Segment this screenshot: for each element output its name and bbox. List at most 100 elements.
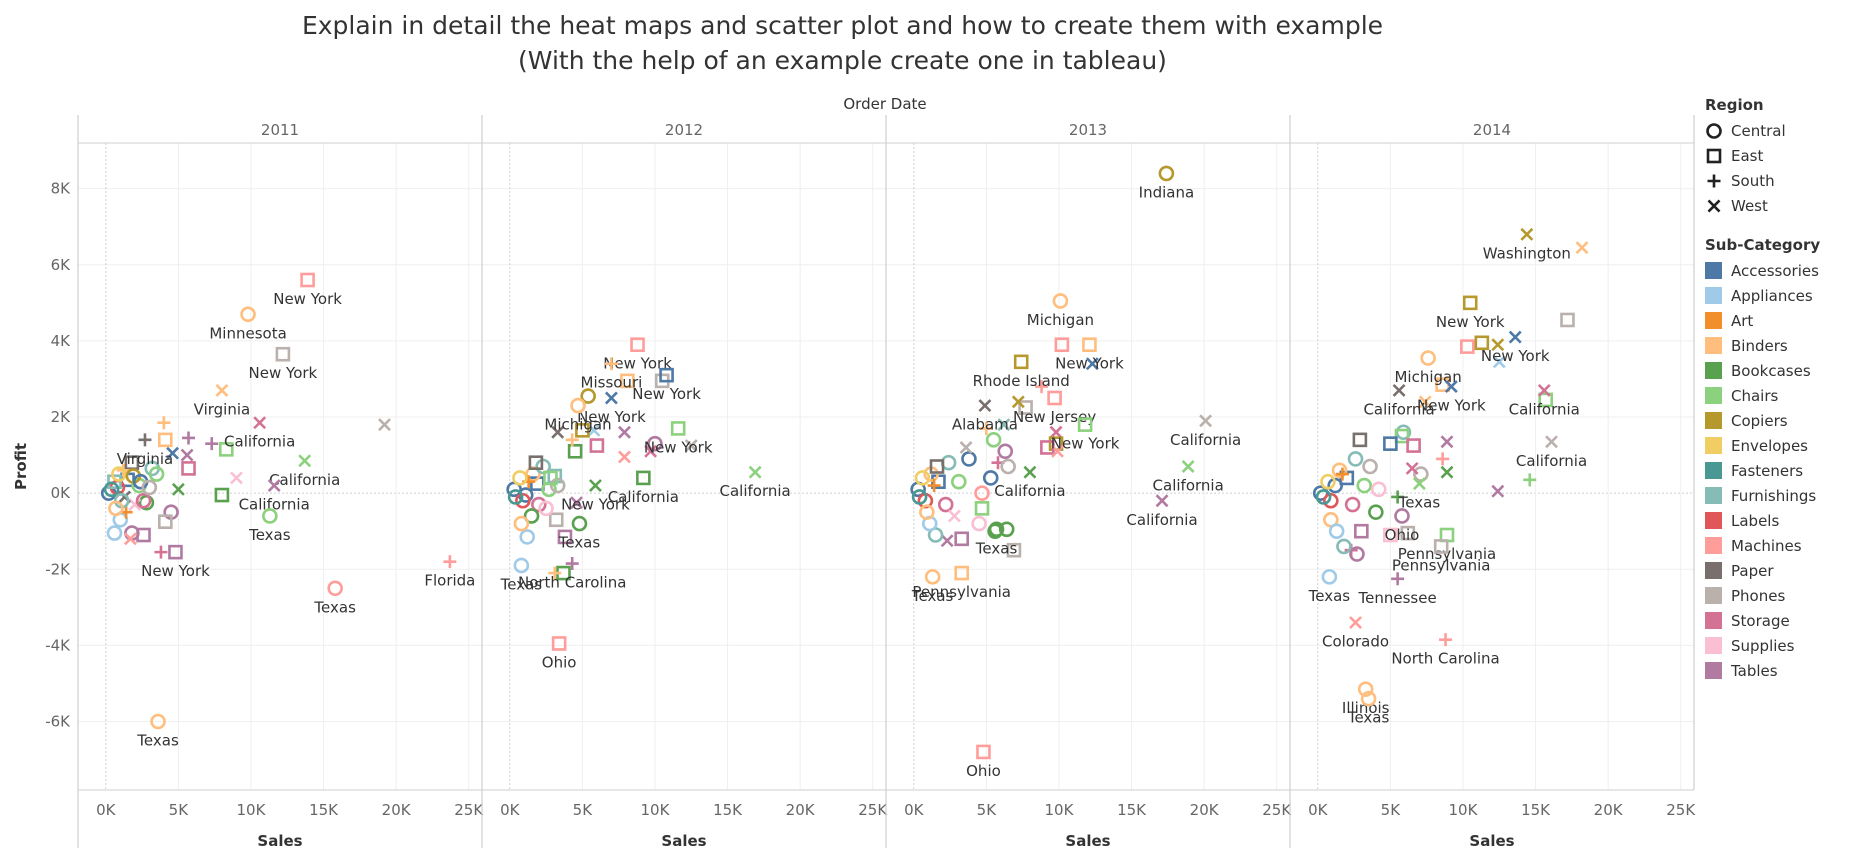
data-point-labeled	[1433, 539, 1449, 554]
legend-subcategory-item[interactable]: Bookcases	[1705, 358, 1854, 383]
legend-subcategory-item[interactable]: Art	[1705, 308, 1854, 333]
data-point-labeled	[978, 399, 992, 413]
point-label: Ohio	[1385, 526, 1420, 544]
point-label: New York	[603, 355, 672, 373]
legend-subcategory-item[interactable]: Storage	[1705, 608, 1854, 633]
data-point-labeled	[588, 479, 602, 492]
data-point-labeled	[1360, 690, 1377, 707]
point-label: Alabama	[952, 416, 1018, 434]
x-tick-label: 0K	[1308, 801, 1329, 819]
data-point	[1418, 395, 1432, 409]
legend-subcategory-item[interactable]: Paper	[1705, 558, 1854, 583]
data-point	[1391, 490, 1405, 504]
data-point	[961, 451, 977, 467]
legend-subcategory-item[interactable]: Appliances	[1705, 283, 1854, 308]
legend-subcategory-item[interactable]: Accessories	[1705, 258, 1854, 283]
legend-subcategory-item[interactable]: Copiers	[1705, 408, 1854, 433]
legend-subcategory-item[interactable]: Binders	[1705, 333, 1854, 358]
point-label: Michigan	[1394, 368, 1461, 386]
color-swatch	[1705, 462, 1722, 479]
data-point	[940, 534, 954, 548]
color-swatch	[1705, 562, 1722, 579]
data-point	[1354, 523, 1369, 539]
color-swatch	[1705, 362, 1722, 379]
data-point-labeled	[1508, 330, 1522, 344]
data-point-labeled	[1575, 241, 1589, 255]
plus-icon	[1707, 174, 1721, 187]
data-point-labeled	[551, 636, 567, 651]
data-point	[647, 435, 663, 452]
x-tick-label: 10K	[1044, 801, 1074, 819]
x-tick-label: 0K	[500, 801, 521, 819]
data-point	[1356, 477, 1373, 494]
data-point	[543, 470, 558, 486]
legend-subcategory-item[interactable]: Fasteners	[1705, 458, 1854, 483]
data-point-labeled	[150, 713, 166, 730]
data-point	[950, 473, 967, 490]
data-point-labeled	[1013, 354, 1029, 370]
legend-subcategory-label: Fasteners	[1731, 461, 1804, 480]
data-point	[547, 468, 563, 484]
point-label: California	[239, 496, 310, 514]
data-point	[538, 500, 554, 517]
data-point-labeled	[1199, 414, 1213, 428]
data-point	[919, 504, 935, 520]
data-point-labeled	[670, 421, 686, 436]
legend-subcategory-item[interactable]: Chairs	[1705, 383, 1854, 408]
point-label: New York	[561, 496, 630, 514]
legend-subcategory-item[interactable]: Supplies	[1705, 633, 1854, 658]
data-point	[1336, 538, 1352, 555]
legend-subcategory-item[interactable]: Machines	[1705, 533, 1854, 558]
legend-region-item[interactable]: West	[1705, 193, 1854, 218]
data-point-labeled	[1082, 337, 1097, 353]
panel-header-year: 2014	[1473, 121, 1511, 139]
legend-subcategory-item[interactable]: Envelopes	[1705, 433, 1854, 458]
color-swatch	[1705, 387, 1722, 404]
legend-subcategory-item[interactable]: Labels	[1705, 508, 1854, 533]
data-point-labeled	[1462, 295, 1478, 311]
point-label: Texas	[248, 526, 291, 544]
legend-region-item[interactable]: East	[1705, 143, 1854, 168]
data-point	[1440, 435, 1454, 449]
data-point	[954, 531, 969, 547]
y-tick-label: -4K	[45, 636, 71, 654]
data-point	[937, 496, 954, 513]
point-label: New York	[249, 364, 318, 382]
point-label: Illinois	[1342, 699, 1390, 717]
data-point-labeled	[748, 465, 762, 479]
point-label: Virginia	[117, 450, 174, 468]
column-header-label: Order Date	[843, 95, 926, 113]
data-point	[570, 496, 584, 510]
legend-subcategory-item[interactable]: Phones	[1705, 583, 1854, 608]
legend-region-label: Central	[1731, 121, 1786, 140]
square-icon	[1706, 148, 1722, 163]
color-swatch	[1705, 637, 1722, 654]
data-point-labeled	[1560, 312, 1575, 328]
legend-subcategory-item[interactable]: Tables	[1705, 658, 1854, 683]
legend-region-item[interactable]: South	[1705, 168, 1854, 193]
x-tick-label: 15K	[309, 801, 339, 819]
point-label: Michigan	[544, 416, 611, 434]
y-tick-label: 8K	[51, 180, 72, 198]
data-point	[1400, 525, 1416, 541]
data-point	[214, 487, 230, 503]
legend-region-item[interactable]: Central	[1705, 118, 1854, 143]
data-point-labeled	[1023, 465, 1037, 479]
data-point	[1335, 467, 1349, 481]
point-label: California	[608, 488, 679, 506]
legend-subcategory-item[interactable]: Furnishings	[1705, 483, 1854, 508]
data-point	[1491, 338, 1505, 352]
data-point	[106, 525, 123, 541]
data-point	[548, 566, 562, 580]
data-point	[171, 482, 185, 496]
point-label: Colorado	[1322, 633, 1389, 651]
point-label: New York	[273, 290, 342, 308]
data-point-labeled	[1394, 508, 1410, 524]
color-swatch	[1705, 612, 1722, 629]
color-swatch	[1705, 487, 1722, 504]
x-tick-label: 20K	[786, 801, 816, 819]
data-point	[128, 498, 142, 512]
x-tick-label: 15K	[1117, 801, 1147, 819]
data-point	[513, 515, 530, 532]
y-tick-label: 6K	[51, 256, 72, 274]
